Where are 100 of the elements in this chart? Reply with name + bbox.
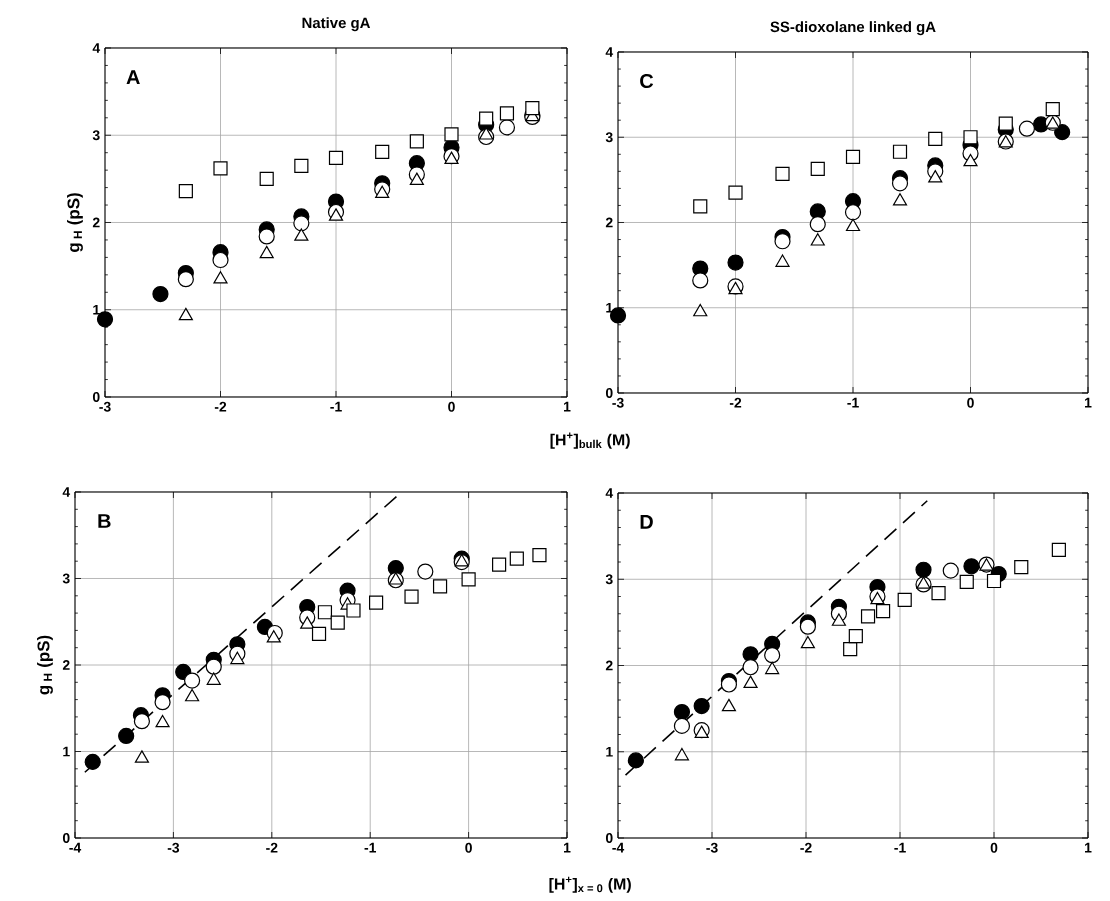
x-tick-label: -2 xyxy=(800,842,812,853)
point xyxy=(915,561,932,578)
point xyxy=(213,161,228,176)
point xyxy=(764,647,781,664)
y-tick-label: 4 xyxy=(605,488,614,498)
y-tick-label: 1 xyxy=(63,746,70,757)
point xyxy=(532,548,547,563)
y-tick-label: 3 xyxy=(92,130,100,141)
point xyxy=(844,204,862,221)
x-tick-label: 1 xyxy=(1085,842,1092,853)
point xyxy=(461,572,476,587)
point xyxy=(259,171,274,186)
x-tick-label: 1 xyxy=(564,401,571,412)
point xyxy=(810,161,825,176)
point xyxy=(409,134,424,149)
x-tick-label: -4 xyxy=(69,842,82,853)
x-tick-label: 0 xyxy=(990,842,998,853)
annotation: A xyxy=(126,70,140,84)
point xyxy=(184,672,201,689)
y-tick-label: 1 xyxy=(606,746,613,757)
point xyxy=(800,635,815,649)
x-tick-label: -1 xyxy=(847,397,859,408)
point xyxy=(845,149,861,164)
point xyxy=(931,585,946,601)
annotation: C xyxy=(640,73,654,88)
point xyxy=(892,193,908,206)
point xyxy=(775,254,790,267)
point xyxy=(916,576,931,589)
point xyxy=(177,271,194,288)
x-tick-label: -3 xyxy=(167,842,180,853)
point xyxy=(810,233,825,246)
point xyxy=(293,215,310,232)
point xyxy=(258,228,275,245)
y-tick-label: 1 xyxy=(93,304,100,315)
point xyxy=(206,672,221,685)
y-tick-label: 0 xyxy=(62,833,70,843)
point xyxy=(998,116,1013,131)
point xyxy=(178,183,193,199)
point xyxy=(693,697,710,715)
point xyxy=(346,603,361,618)
y-tick-label: 2 xyxy=(605,217,613,228)
point xyxy=(765,661,780,675)
point xyxy=(294,158,309,173)
point xyxy=(185,688,200,702)
point xyxy=(875,604,891,619)
point xyxy=(1045,102,1060,117)
point xyxy=(928,131,943,147)
point xyxy=(673,703,691,721)
x-axis-title: [H$^{+}$]$_{bulk}$ (M) xyxy=(550,432,630,449)
point xyxy=(213,271,228,284)
point xyxy=(205,658,222,675)
x-tick-label: 1 xyxy=(1085,397,1092,408)
point xyxy=(963,558,980,575)
y-tick-label: 3 xyxy=(605,132,613,143)
chart-title: Native gA xyxy=(302,17,371,32)
point xyxy=(860,609,876,624)
point xyxy=(294,228,309,241)
point xyxy=(720,676,738,693)
point xyxy=(178,307,193,321)
annotation: D xyxy=(640,515,653,529)
point xyxy=(743,675,758,688)
point xyxy=(328,208,344,221)
point xyxy=(673,717,691,734)
point xyxy=(692,272,709,289)
x-tick-label: -2 xyxy=(729,397,742,408)
x-tick-label: 0 xyxy=(967,397,974,408)
x-tick-label: -3 xyxy=(612,397,624,408)
point xyxy=(311,626,327,641)
point xyxy=(728,185,743,200)
y-tick-label: 0 xyxy=(605,833,613,843)
point xyxy=(259,245,274,259)
point xyxy=(154,694,171,711)
point xyxy=(693,199,708,214)
point xyxy=(721,698,737,712)
point xyxy=(404,589,419,604)
x-tick-label: -3 xyxy=(99,401,111,412)
x-tick-label: 1 xyxy=(564,842,571,853)
y-tick-label: 4 xyxy=(92,43,101,53)
point xyxy=(727,254,744,271)
x-tick-label: -1 xyxy=(364,842,377,853)
x-tick-label: -2 xyxy=(214,401,227,412)
y-axis-title: g $_{H}$ (pS) xyxy=(67,193,83,252)
point xyxy=(84,753,101,770)
x-tick-label: -2 xyxy=(266,842,278,853)
point xyxy=(375,144,390,159)
point xyxy=(1051,542,1066,558)
x-tick-label: 0 xyxy=(465,842,472,853)
point xyxy=(845,218,861,232)
point xyxy=(479,111,494,126)
point xyxy=(831,613,846,626)
point xyxy=(300,616,315,629)
x-tick-label: -4 xyxy=(612,842,625,853)
point xyxy=(809,216,826,233)
point xyxy=(118,727,135,745)
y-tick-label: 4 xyxy=(605,47,614,57)
x-tick-label: -1 xyxy=(330,401,342,412)
y-axis-title: g $_{H}$ (pS) xyxy=(37,635,53,695)
y-tick-label: 3 xyxy=(605,574,613,585)
point xyxy=(928,170,943,183)
point xyxy=(509,551,524,566)
